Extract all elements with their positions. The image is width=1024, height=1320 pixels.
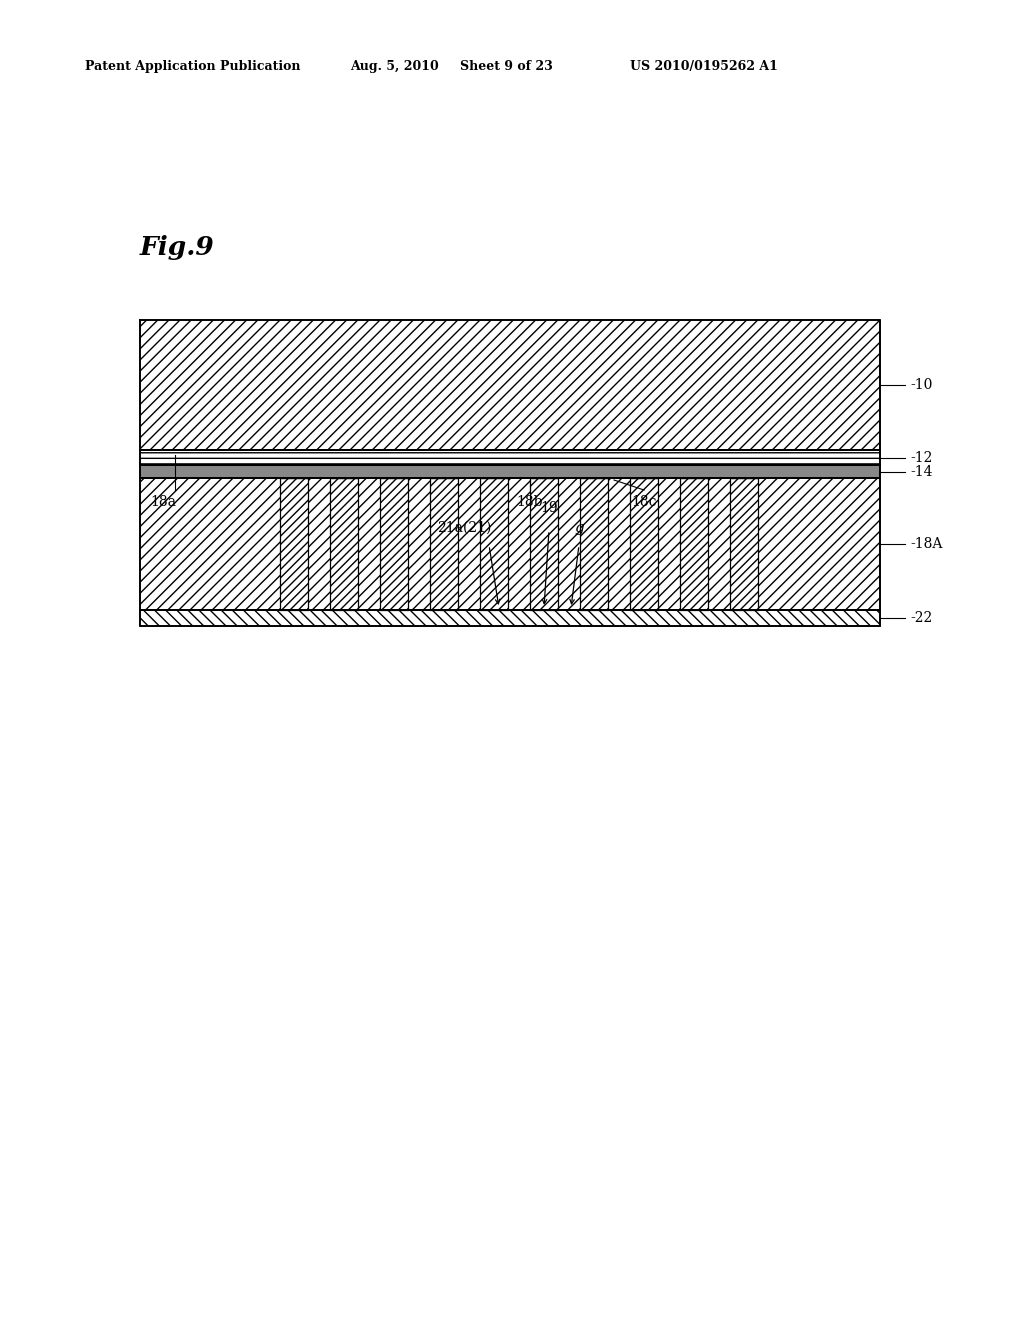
- Text: g: g: [574, 521, 584, 535]
- Bar: [380, 478, 408, 610]
- Bar: [530, 478, 558, 610]
- Bar: [480, 478, 508, 610]
- Bar: [140, 450, 880, 465]
- Bar: [140, 478, 880, 610]
- Text: 18c: 18c: [631, 495, 656, 510]
- Text: US 2010/0195262 A1: US 2010/0195262 A1: [630, 59, 778, 73]
- Bar: [140, 610, 880, 626]
- Bar: [330, 478, 358, 610]
- Text: -14: -14: [910, 465, 933, 479]
- Bar: [630, 478, 658, 610]
- Text: 18b: 18b: [517, 495, 544, 510]
- Bar: [280, 478, 308, 610]
- Text: 21a(21): 21a(21): [437, 521, 492, 535]
- Text: -18A: -18A: [910, 537, 942, 550]
- Text: 18a: 18a: [150, 495, 176, 510]
- Bar: [680, 478, 708, 610]
- Text: -12: -12: [910, 450, 933, 465]
- Text: Sheet 9 of 23: Sheet 9 of 23: [460, 59, 553, 73]
- Text: Fig.9: Fig.9: [140, 235, 215, 260]
- Bar: [140, 319, 880, 450]
- Text: 19: 19: [541, 502, 558, 515]
- Bar: [430, 478, 458, 610]
- Bar: [730, 478, 758, 610]
- Bar: [580, 478, 608, 610]
- Bar: [140, 465, 880, 478]
- Text: Patent Application Publication: Patent Application Publication: [85, 59, 300, 73]
- Text: Aug. 5, 2010: Aug. 5, 2010: [350, 59, 438, 73]
- Text: -22: -22: [910, 611, 932, 624]
- Text: -10: -10: [910, 378, 933, 392]
